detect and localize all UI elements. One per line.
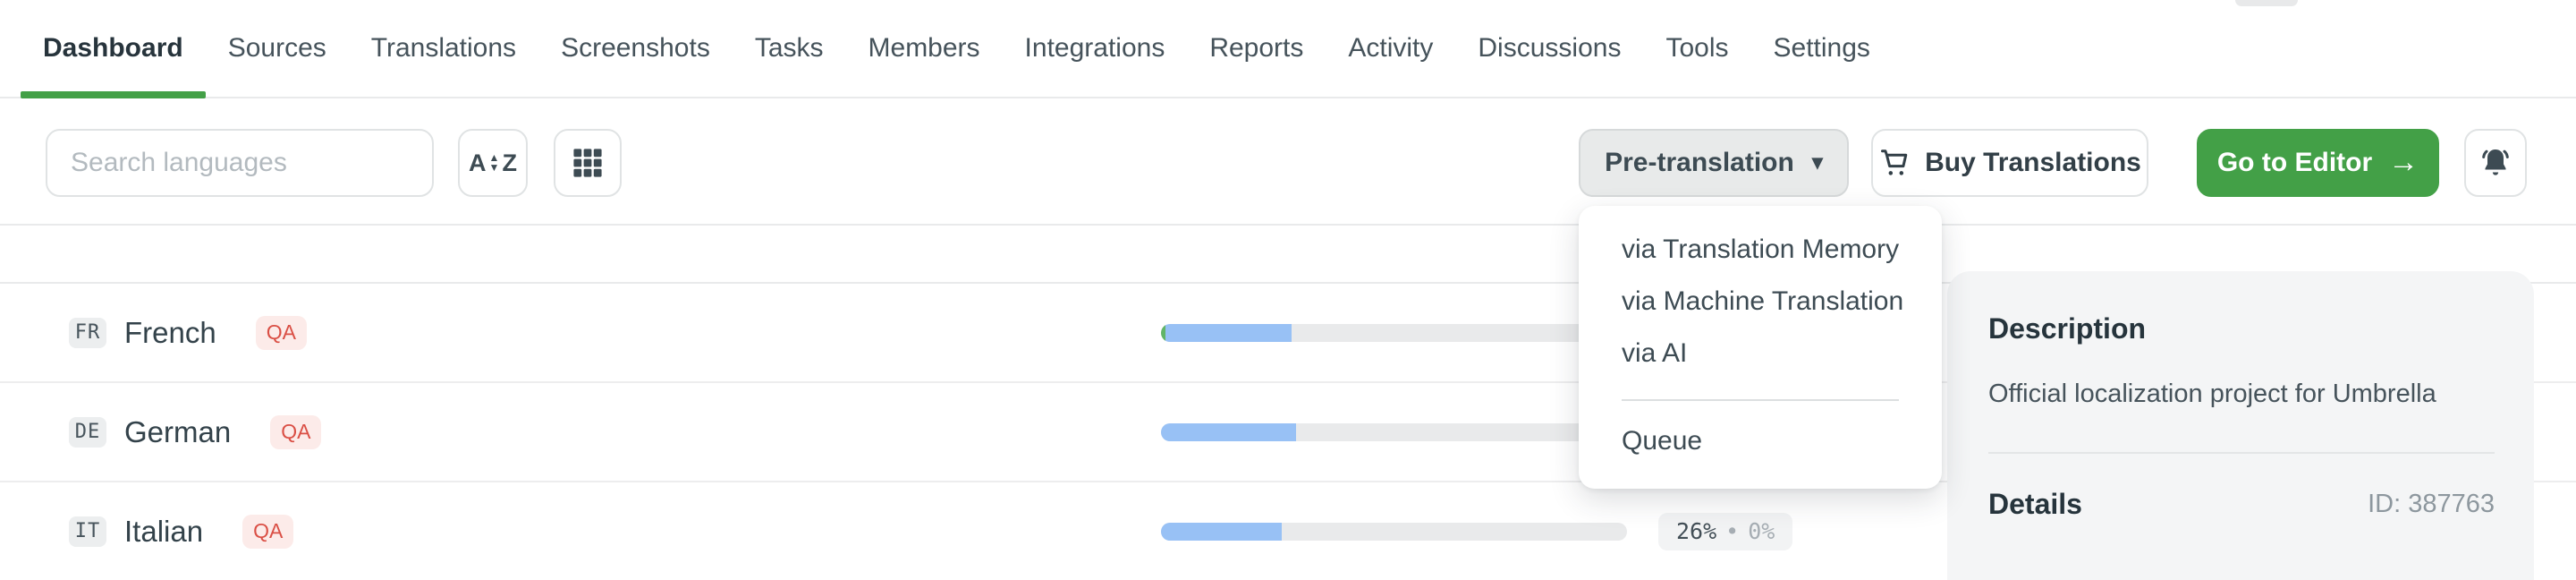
cart-icon xyxy=(1878,147,1911,179)
qa-badge[interactable]: QA xyxy=(255,315,307,350)
language-code-badge: DE xyxy=(69,416,106,448)
languages-toolbar: A ▲ ▼ Z xyxy=(0,100,2576,226)
translated-progress-segment xyxy=(1161,422,1297,441)
nav-tab-settings[interactable]: Settings xyxy=(1773,33,1870,63)
panel-divider xyxy=(1988,452,2495,454)
translation-progress-bar[interactable] xyxy=(1161,323,1627,342)
language-code-badge: FR xyxy=(69,317,106,348)
progress-stats-chip: 26% • 0% xyxy=(1658,512,1793,550)
qa-badge[interactable]: QA xyxy=(270,414,322,449)
sort-button[interactable]: A ▲ ▼ Z xyxy=(458,129,528,197)
nav-tab-tools[interactable]: Tools xyxy=(1665,33,1729,63)
description-title: Description xyxy=(1988,312,2147,345)
nav-tab-sources[interactable]: Sources xyxy=(227,33,326,63)
language-code-badge: IT xyxy=(69,516,106,547)
description-text: Official localization project for Umbrel… xyxy=(1988,380,2436,408)
pretranslation-dropdown-button[interactable]: Pre-translation ▾ xyxy=(1579,129,1849,197)
project-nav: Dashboard Sources Translations Screenshots T… xyxy=(0,0,2576,98)
bell-icon xyxy=(2478,145,2513,181)
sort-az-icon: A ▲ ▼ Z xyxy=(469,149,517,176)
nav-tab-dashboard[interactable]: Dashboard xyxy=(21,0,206,98)
grid-icon xyxy=(572,148,603,178)
search-input[interactable] xyxy=(46,129,434,197)
nav-tab-reports[interactable]: Reports xyxy=(1209,33,1304,63)
nav-tab-integrations[interactable]: Integrations xyxy=(1024,33,1165,63)
buy-translations-label: Buy Translations xyxy=(1925,148,2141,177)
go-to-editor-label: Go to Editor xyxy=(2216,148,2373,177)
nav-tabs: Dashboard Sources Translations Screenshots T… xyxy=(0,0,2576,98)
notifications-button[interactable] xyxy=(2464,129,2527,197)
translated-percent: 26% xyxy=(1676,518,1717,544)
nav-tab-screenshots[interactable]: Screenshots xyxy=(561,33,710,63)
approved-progress-segment xyxy=(1161,323,1166,342)
arrow-right-icon: → xyxy=(2388,144,2419,179)
pretranslation-menu: via Translation Memory via Machine Transl… xyxy=(1579,206,1942,489)
pretranslation-label: Pre-translation xyxy=(1605,148,1794,177)
go-to-editor-button[interactable]: Go to Editor → xyxy=(2197,129,2439,197)
project-details-panel: Description Official localization projec… xyxy=(1947,271,2534,580)
menu-item-via-translation-memory[interactable]: via Translation Memory xyxy=(1622,235,1900,264)
menu-item-via-ai[interactable]: via AI xyxy=(1622,338,1688,368)
translation-progress-bar[interactable] xyxy=(1161,422,1627,441)
nav-tab-activity[interactable]: Activity xyxy=(1348,33,1434,63)
approved-percent: 0% xyxy=(1748,518,1775,544)
nav-tab-translations[interactable]: Translations xyxy=(370,33,517,63)
pretranslation-menu-items: via Translation Memory via Machine Transl… xyxy=(1579,224,1942,380)
nav-tab-members[interactable]: Members xyxy=(868,33,980,63)
translated-progress-segment xyxy=(1165,323,1292,342)
nav-tab-discussions[interactable]: Discussions xyxy=(1478,33,1622,63)
translation-progress-bar[interactable] xyxy=(1161,522,1627,541)
details-title: Details xyxy=(1988,488,2082,520)
qa-badge[interactable]: QA xyxy=(242,514,294,549)
stats-separator: • xyxy=(1725,518,1740,544)
cutoff-header-element xyxy=(2235,0,2298,6)
menu-item-queue[interactable]: Queue xyxy=(1622,426,1703,456)
language-name: French xyxy=(124,315,216,349)
menu-item-via-machine-translation[interactable]: via Machine Translation xyxy=(1622,286,1904,316)
project-id: ID: 387763 xyxy=(2368,490,2495,518)
chevron-down-icon: ▾ xyxy=(1811,150,1823,175)
nav-tab-tasks[interactable]: Tasks xyxy=(754,33,824,63)
translated-progress-segment xyxy=(1161,522,1283,541)
menu-divider xyxy=(1622,399,1899,401)
language-name: Italian xyxy=(124,514,204,548)
buy-translations-button[interactable]: Buy Translations xyxy=(1871,129,2148,197)
grid-view-button[interactable] xyxy=(554,129,622,197)
language-name: German xyxy=(124,414,232,448)
